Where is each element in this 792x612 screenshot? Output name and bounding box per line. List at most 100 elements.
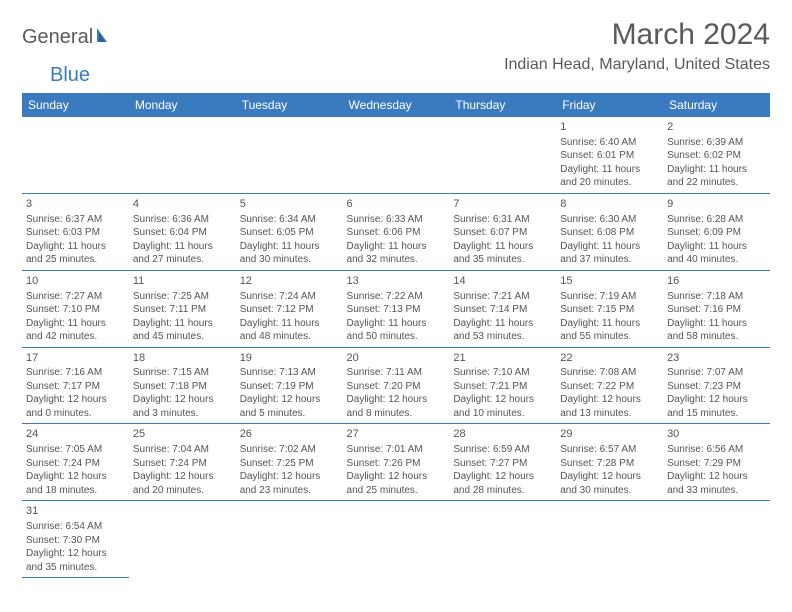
detail-line: Sunrise: 6:28 AM <box>667 213 766 227</box>
day-number: 6 <box>347 197 446 212</box>
detail-line: Sunrise: 7:18 AM <box>667 290 766 304</box>
detail-line: and 20 minutes. <box>560 176 659 190</box>
detail-line: and 18 minutes. <box>26 484 125 498</box>
calendar-cell: 12Sunrise: 7:24 AMSunset: 7:12 PMDayligh… <box>236 270 343 347</box>
detail-line: Sunrise: 7:08 AM <box>560 366 659 380</box>
detail-line: Daylight: 11 hours <box>133 240 232 254</box>
day-number: 16 <box>667 274 766 289</box>
detail-line: Sunrise: 6:56 AM <box>667 443 766 457</box>
detail-line: Sunrise: 6:54 AM <box>26 520 125 534</box>
calendar-cell: 19Sunrise: 7:13 AMSunset: 7:19 PMDayligh… <box>236 347 343 424</box>
calendar-cell: 13Sunrise: 7:22 AMSunset: 7:13 PMDayligh… <box>343 270 450 347</box>
detail-line: Sunrise: 7:22 AM <box>347 290 446 304</box>
day-details: Sunrise: 6:40 AMSunset: 6:01 PMDaylight:… <box>560 136 659 190</box>
day-header: Tuesday <box>236 93 343 117</box>
calendar-cell: 26Sunrise: 7:02 AMSunset: 7:25 PMDayligh… <box>236 424 343 501</box>
day-details: Sunrise: 7:22 AMSunset: 7:13 PMDaylight:… <box>347 290 446 344</box>
detail-line: Daylight: 12 hours <box>26 470 125 484</box>
day-details: Sunrise: 6:34 AMSunset: 6:05 PMDaylight:… <box>240 213 339 267</box>
day-number: 5 <box>240 197 339 212</box>
detail-line: Sunrise: 7:11 AM <box>347 366 446 380</box>
detail-line: Sunset: 7:30 PM <box>26 534 125 548</box>
day-number: 1 <box>560 120 659 135</box>
day-number: 26 <box>240 427 339 442</box>
day-details: Sunrise: 7:27 AMSunset: 7:10 PMDaylight:… <box>26 290 125 344</box>
calendar-cell <box>343 117 450 193</box>
detail-line: Sunrise: 7:04 AM <box>133 443 232 457</box>
detail-line: and 0 minutes. <box>26 407 125 421</box>
detail-line: Daylight: 11 hours <box>560 163 659 177</box>
day-number: 3 <box>26 197 125 212</box>
detail-line: Daylight: 12 hours <box>560 470 659 484</box>
detail-line: Daylight: 12 hours <box>560 393 659 407</box>
day-number: 25 <box>133 427 232 442</box>
calendar-cell: 27Sunrise: 7:01 AMSunset: 7:26 PMDayligh… <box>343 424 450 501</box>
calendar-cell: 31Sunrise: 6:54 AMSunset: 7:30 PMDayligh… <box>22 501 129 578</box>
calendar-cell: 5Sunrise: 6:34 AMSunset: 6:05 PMDaylight… <box>236 193 343 270</box>
calendar-cell <box>663 501 770 578</box>
detail-line: and 37 minutes. <box>560 253 659 267</box>
detail-line: Sunset: 6:02 PM <box>667 149 766 163</box>
day-details: Sunrise: 6:36 AMSunset: 6:04 PMDaylight:… <box>133 213 232 267</box>
detail-line: and 23 minutes. <box>240 484 339 498</box>
detail-line: Daylight: 11 hours <box>560 240 659 254</box>
day-details: Sunrise: 7:21 AMSunset: 7:14 PMDaylight:… <box>453 290 552 344</box>
calendar-cell <box>343 501 450 578</box>
day-number: 4 <box>133 197 232 212</box>
detail-line: and 15 minutes. <box>667 407 766 421</box>
detail-line: Sunset: 7:20 PM <box>347 380 446 394</box>
calendar-cell <box>236 501 343 578</box>
detail-line: Daylight: 12 hours <box>667 470 766 484</box>
day-number: 13 <box>347 274 446 289</box>
detail-line: Sunrise: 7:15 AM <box>133 366 232 380</box>
calendar-week: 24Sunrise: 7:05 AMSunset: 7:24 PMDayligh… <box>22 424 770 501</box>
day-details: Sunrise: 7:11 AMSunset: 7:20 PMDaylight:… <box>347 366 446 420</box>
calendar-cell: 23Sunrise: 7:07 AMSunset: 7:23 PMDayligh… <box>663 347 770 424</box>
logo: General <box>22 26 115 49</box>
detail-line: and 25 minutes. <box>347 484 446 498</box>
detail-line: and 25 minutes. <box>26 253 125 267</box>
calendar-cell: 8Sunrise: 6:30 AMSunset: 6:08 PMDaylight… <box>556 193 663 270</box>
calendar-cell <box>449 117 556 193</box>
day-details: Sunrise: 7:25 AMSunset: 7:11 PMDaylight:… <box>133 290 232 344</box>
day-number: 29 <box>560 427 659 442</box>
logo-text-general: General <box>22 26 93 49</box>
detail-line: and 53 minutes. <box>453 330 552 344</box>
day-header: Friday <box>556 93 663 117</box>
detail-line: Daylight: 11 hours <box>667 317 766 331</box>
detail-line: and 48 minutes. <box>240 330 339 344</box>
day-number: 8 <box>560 197 659 212</box>
day-header: Saturday <box>663 93 770 117</box>
detail-line: Sunset: 7:17 PM <box>26 380 125 394</box>
detail-line: Sunset: 6:03 PM <box>26 226 125 240</box>
detail-line: Sunrise: 7:13 AM <box>240 366 339 380</box>
detail-line: and 30 minutes. <box>560 484 659 498</box>
calendar-cell: 30Sunrise: 6:56 AMSunset: 7:29 PMDayligh… <box>663 424 770 501</box>
detail-line: Sunset: 7:26 PM <box>347 457 446 471</box>
day-details: Sunrise: 7:18 AMSunset: 7:16 PMDaylight:… <box>667 290 766 344</box>
detail-line: Sunrise: 6:39 AM <box>667 136 766 150</box>
detail-line: Sunset: 7:19 PM <box>240 380 339 394</box>
detail-line: and 35 minutes. <box>26 561 125 575</box>
detail-line: and 5 minutes. <box>240 407 339 421</box>
calendar-cell: 20Sunrise: 7:11 AMSunset: 7:20 PMDayligh… <box>343 347 450 424</box>
detail-line: and 20 minutes. <box>133 484 232 498</box>
calendar-cell: 7Sunrise: 6:31 AMSunset: 6:07 PMDaylight… <box>449 193 556 270</box>
detail-line: Daylight: 11 hours <box>453 317 552 331</box>
detail-line: Sunset: 7:15 PM <box>560 303 659 317</box>
day-number: 31 <box>26 504 125 519</box>
day-details: Sunrise: 7:13 AMSunset: 7:19 PMDaylight:… <box>240 366 339 420</box>
detail-line: Sunset: 7:21 PM <box>453 380 552 394</box>
day-number: 28 <box>453 427 552 442</box>
detail-line: Sunset: 6:04 PM <box>133 226 232 240</box>
day-details: Sunrise: 7:01 AMSunset: 7:26 PMDaylight:… <box>347 443 446 497</box>
detail-line: Sunrise: 6:59 AM <box>453 443 552 457</box>
detail-line: Daylight: 12 hours <box>133 470 232 484</box>
detail-line: Sunrise: 7:02 AM <box>240 443 339 457</box>
detail-line: Sunrise: 7:19 AM <box>560 290 659 304</box>
detail-line: Sunrise: 7:07 AM <box>667 366 766 380</box>
day-details: Sunrise: 6:28 AMSunset: 6:09 PMDaylight:… <box>667 213 766 267</box>
detail-line: Daylight: 11 hours <box>667 240 766 254</box>
detail-line: and 28 minutes. <box>453 484 552 498</box>
detail-line: Sunset: 7:28 PM <box>560 457 659 471</box>
